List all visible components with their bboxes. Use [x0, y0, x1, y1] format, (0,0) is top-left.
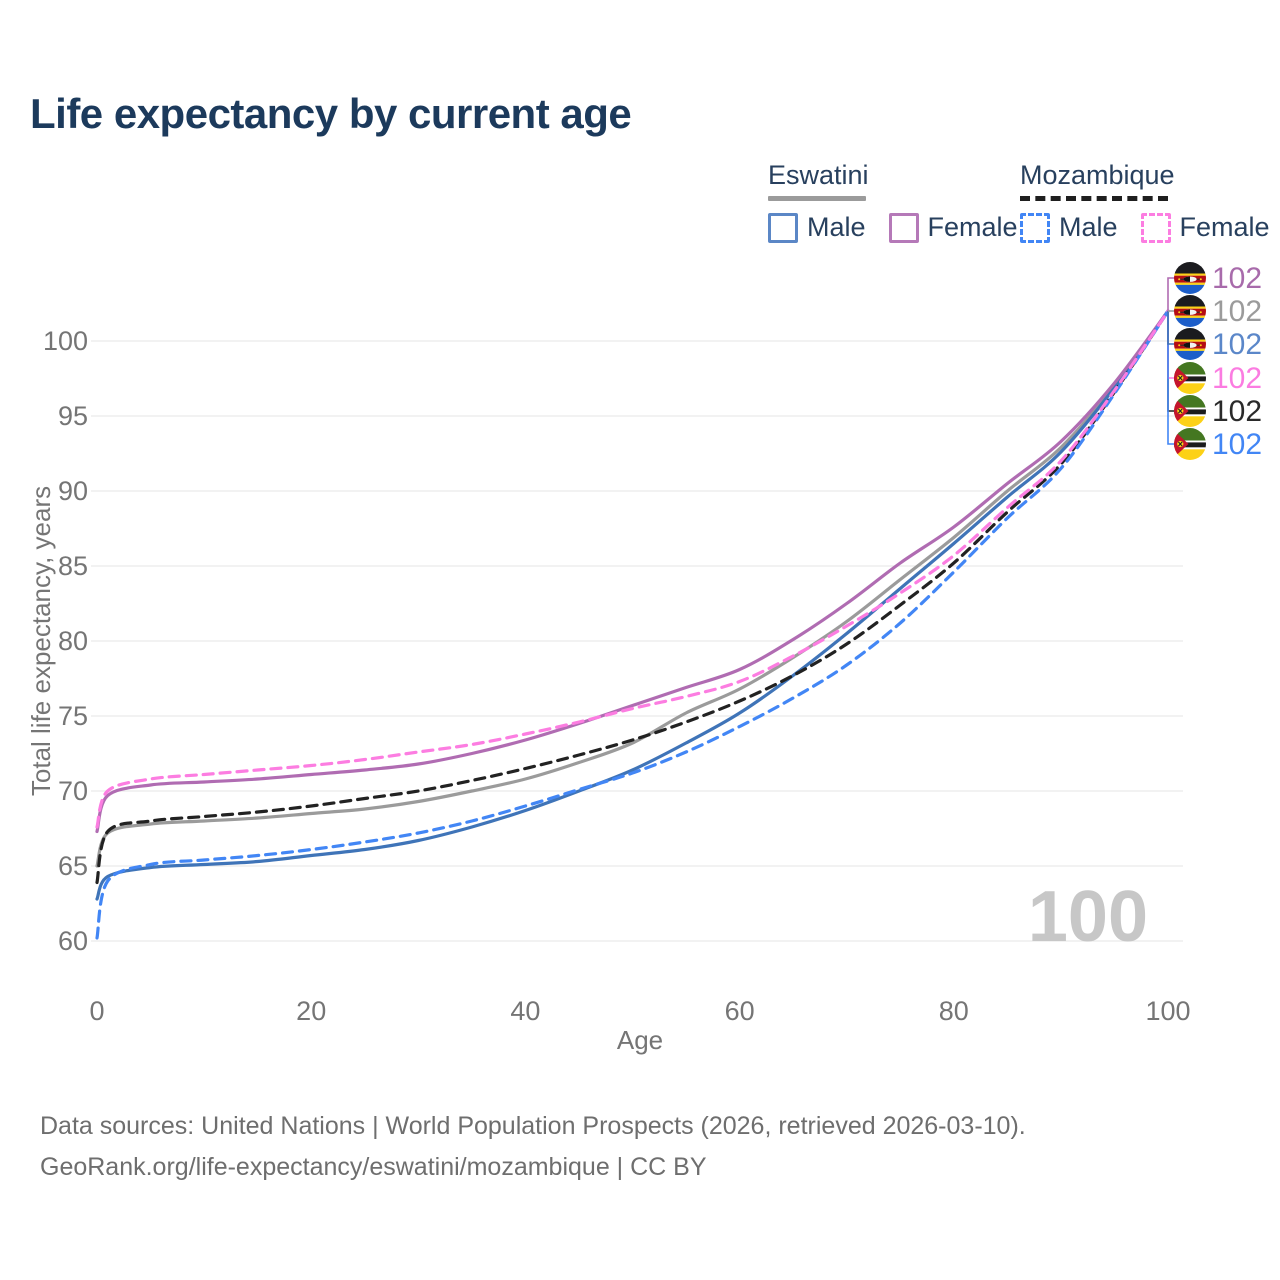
series-line-eswatini-male	[95, 309, 1170, 901]
eswatini-male-label: Male	[807, 212, 866, 242]
y-axis-title: Total life expectancy, years	[26, 486, 56, 796]
eswatini-flag-icon	[1174, 262, 1206, 294]
eswatini-flag-icon	[1174, 328, 1206, 360]
end-connector-2	[1167, 311, 1176, 345]
footer-datasource: Data sources: United Nations | World Pop…	[40, 1112, 1026, 1140]
age-watermark-value: 100	[1028, 877, 1148, 957]
mozambique-female-checkbox[interactable]	[1140, 212, 1171, 243]
series-line-mozambique-female	[95, 309, 1170, 829]
end-connector-0	[1167, 277, 1176, 311]
mozambique-female-label: Female	[1179, 212, 1270, 242]
eswatini-flag-icon	[1174, 295, 1206, 327]
series-line-eswatini-both-sexes	[95, 309, 1170, 868]
axis-labels: 60 65 70 75 80 85 90 95 100 0 20 40 60 80 100 Age Total …	[26, 326, 1191, 1055]
gridlines	[91, 340, 1183, 942]
flag-mozambique-row-3	[1174, 362, 1206, 394]
y-tick-60: 60	[58, 926, 88, 956]
end-value-eswatini-female: 102	[1212, 262, 1262, 295]
eswatini-solid-line-sample	[768, 196, 866, 201]
x-tick-20: 20	[296, 996, 326, 1026]
legend-country-mozambique: Mozambique	[1020, 160, 1175, 190]
flag-eswatini-row-0	[1174, 262, 1206, 294]
footer-attribution: GeoRank.org/life-expectancy/eswatini/moz…	[40, 1153, 707, 1181]
end-value-mozambique-male: 102	[1212, 428, 1262, 461]
x-tick-60: 60	[725, 996, 755, 1026]
legend-country-eswatini: Eswatini	[768, 160, 869, 190]
legend-group-mozambique: Mozambique Male Female	[1020, 160, 1280, 243]
x-tick-40: 40	[510, 996, 540, 1026]
end-value-eswatini-both-sexes: 102	[1212, 295, 1262, 328]
y-tick-95: 95	[58, 401, 88, 431]
y-tick-100: 100	[43, 326, 88, 356]
flag-mozambique-row-5	[1174, 428, 1206, 460]
flag-eswatini-row-2	[1174, 328, 1206, 360]
mozambique-male-label: Male	[1059, 212, 1118, 242]
end-value-mozambique-female: 102	[1212, 362, 1262, 395]
x-tick-100: 100	[1145, 996, 1190, 1026]
series-line-eswatini-female	[95, 309, 1170, 834]
series-line-mozambique-both-sexes	[95, 309, 1170, 885]
age-watermark: 100	[1028, 877, 1148, 957]
mozambique-male-checkbox[interactable]	[1020, 212, 1050, 243]
page-title: Life expectancy by current age	[30, 90, 632, 137]
end-value-eswatini-male: 102	[1212, 328, 1262, 361]
mozambique-flag-icon	[1174, 428, 1206, 460]
y-tick-80: 80	[58, 626, 88, 656]
y-tick-90: 90	[58, 476, 88, 506]
y-tick-75: 75	[58, 701, 88, 731]
eswatini-female-checkbox[interactable]	[888, 212, 919, 243]
eswatini-female-label: Female	[927, 212, 1018, 242]
x-tick-80: 80	[939, 996, 969, 1026]
end-value-mozambique-both-sexes: 102	[1212, 395, 1262, 428]
series-lines	[95, 309, 1170, 940]
footer: Data sources: United Nations | World Pop…	[40, 1106, 1026, 1188]
series-line-mozambique-male	[95, 309, 1170, 940]
end-connector-5	[1167, 311, 1176, 445]
legend-group-eswatini: Eswatini Male Female	[768, 160, 1032, 243]
x-tick-0: 0	[89, 996, 104, 1026]
y-tick-65: 65	[58, 851, 88, 881]
end-connector-4	[1167, 311, 1176, 412]
end-value-labels: 102 102	[1167, 262, 1262, 461]
y-tick-70: 70	[58, 776, 88, 806]
y-tick-85: 85	[58, 551, 88, 581]
flag-eswatini-row-1	[1174, 295, 1206, 327]
mozambique-dashed-line-sample	[1020, 196, 1168, 201]
mozambique-flag-icon	[1174, 362, 1206, 394]
x-axis-title: Age	[617, 1025, 663, 1055]
flag-mozambique-row-4	[1174, 395, 1206, 427]
eswatini-male-checkbox[interactable]	[768, 212, 798, 243]
mozambique-flag-icon	[1174, 395, 1206, 427]
